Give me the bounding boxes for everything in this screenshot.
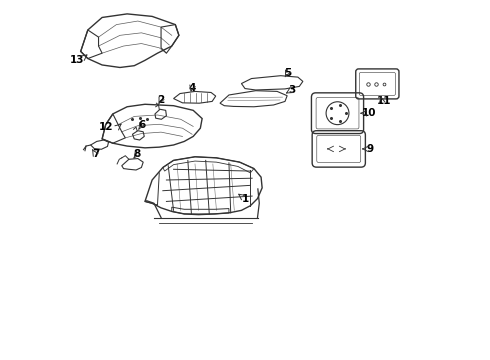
Text: 11: 11 — [377, 96, 392, 106]
Text: 2: 2 — [157, 95, 165, 105]
Text: 10: 10 — [362, 108, 376, 118]
Text: 3: 3 — [289, 85, 296, 95]
Text: 12: 12 — [98, 122, 113, 132]
Text: 9: 9 — [367, 144, 373, 154]
Text: 5: 5 — [284, 68, 292, 78]
Text: 1: 1 — [242, 194, 248, 203]
Text: 6: 6 — [139, 120, 146, 130]
Text: 8: 8 — [133, 149, 141, 158]
Text: 13: 13 — [70, 55, 84, 65]
Text: 7: 7 — [92, 149, 99, 158]
Text: 4: 4 — [189, 83, 196, 93]
